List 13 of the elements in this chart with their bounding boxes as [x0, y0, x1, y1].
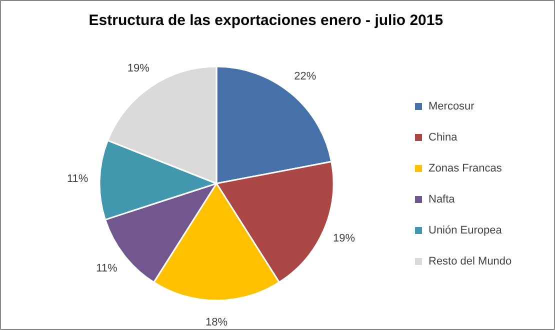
data-label: 11%: [96, 262, 118, 275]
data-label: 19%: [127, 62, 150, 75]
data-label: 22%: [294, 70, 316, 82]
chart-title: Estructura de las exportaciones enero - julio 2015: [88, 12, 444, 29]
legend-label: Resto del Mundo: [428, 256, 512, 268]
legend-label: Zonas Francas: [428, 162, 502, 174]
data-label: 19%: [333, 232, 356, 245]
data-label: 11%: [66, 173, 88, 186]
legend-label: China: [428, 132, 458, 144]
data-label: 18%: [205, 316, 228, 328]
legend-label: Mercosur: [428, 100, 475, 112]
legend-label: Unión Europea: [428, 224, 503, 236]
legend-label: Nafta: [428, 194, 456, 206]
